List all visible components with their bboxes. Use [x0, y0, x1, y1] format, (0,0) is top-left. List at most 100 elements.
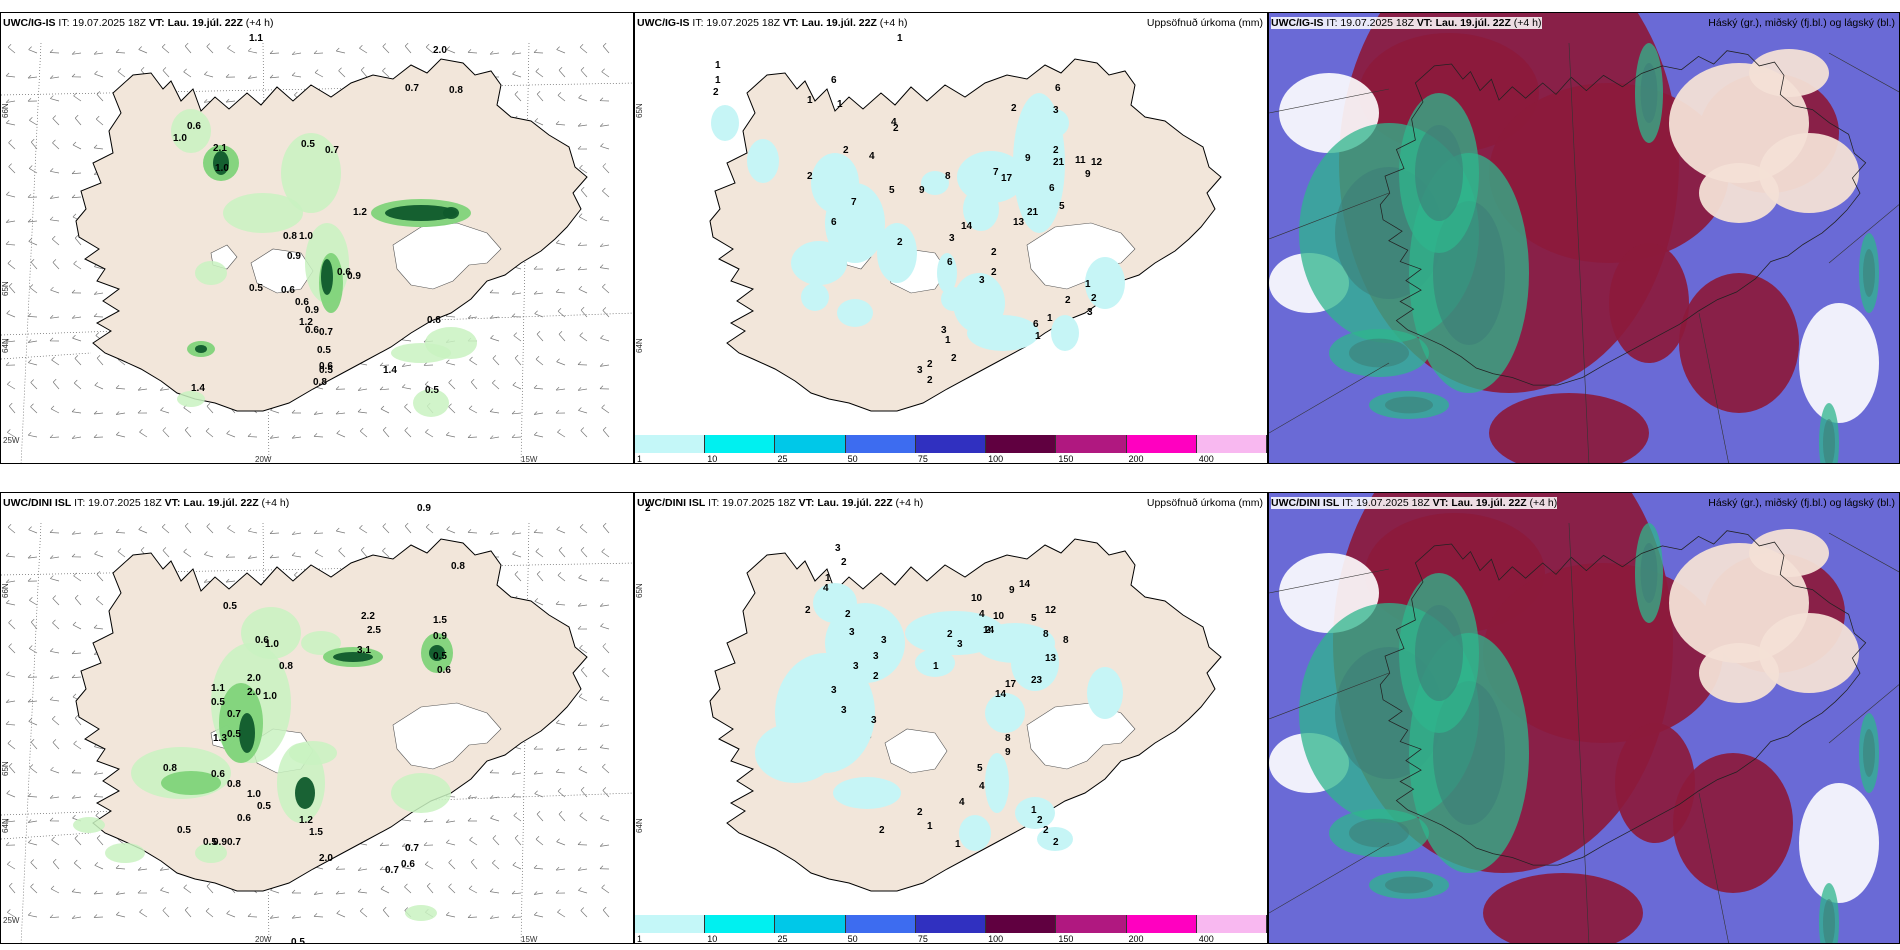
panel-title: Uppsöfnuð úrkoma (mm) [1146, 497, 1263, 509]
model-name: UWC/IG-IS [637, 17, 690, 29]
colorbar-segment [845, 915, 916, 933]
value-label: 3 [917, 365, 923, 376]
value-label: 1.5 [309, 827, 323, 838]
panel-title: Uppsöfnuð úrkoma (mm) [1146, 17, 1263, 29]
valid-time: Lau. 19.júl. 22Z [1451, 497, 1527, 509]
value-label: 1 [1047, 313, 1053, 324]
value-label: 0.6 [337, 267, 351, 278]
colorbar-tick: 50 [847, 454, 858, 464]
value-label: 3 [841, 705, 847, 716]
value-label: 8 [945, 171, 951, 182]
value-label: 0.7 [227, 837, 241, 848]
colorbar-segment [705, 915, 776, 933]
value-label: 1.0 [299, 231, 313, 242]
value-label: 10 [993, 611, 1005, 622]
value-label: 14 [983, 625, 995, 636]
precip-shading [755, 583, 1123, 851]
value-label: 0.5 [249, 283, 263, 294]
value-label: 0.7 [227, 709, 241, 720]
colorbar-tick: 10 [707, 934, 718, 944]
value-label: 8 [1043, 629, 1049, 640]
value-label: 6 [1033, 319, 1039, 330]
model-name: UWC/DINI ISL [637, 497, 706, 509]
value-labels: 1.12.00.7 0.80.61.02.11.00.50.71.20.8 1.00… [173, 33, 463, 396]
value-label: 3 [831, 685, 837, 696]
cloud-layers [1269, 13, 1879, 463]
value-label: 0.7 [405, 83, 419, 94]
value-label: 3 [941, 325, 947, 336]
value-label: 2.2 [361, 611, 375, 622]
value-label: 0.5 [177, 825, 191, 836]
value-label: 13 [1045, 653, 1057, 664]
colorbar-tick: 200 [1128, 934, 1144, 944]
value-label: 0.5 [433, 651, 447, 662]
lead-time: (+4 h) [895, 497, 924, 509]
colorbar-segment [775, 435, 846, 453]
colorbar-segment [1196, 435, 1267, 453]
panel-header: UWC/DINI ISL IT: 19.07.2025 18Z VT: Lau.… [637, 497, 923, 509]
value-label: 4 [959, 797, 965, 808]
colorbar-tick: 10 [707, 454, 718, 464]
value-label: 1.2 [299, 317, 313, 328]
value-label: 1 [715, 60, 721, 71]
value-label: 2 [1043, 825, 1049, 836]
value-label: 0.8 [427, 315, 441, 326]
value-label: 3 [873, 651, 879, 662]
value-label: 13 [1013, 217, 1025, 228]
colorbar-segment [775, 915, 846, 933]
value-label: 1.0 [247, 789, 261, 800]
value-label: 3 [979, 275, 985, 286]
value-label: 11 [1075, 155, 1086, 166]
colorbar-segment [986, 915, 1057, 933]
colorbar-tick: 150 [1058, 454, 1074, 464]
value-label: 2 [991, 247, 997, 258]
value-label: 3 [1053, 105, 1059, 116]
value-label: 4 [979, 781, 985, 792]
panel-header: UWC/IG-IS IT: 19.07.2025 18Z VT: Lau. 19… [1271, 17, 1542, 29]
svg-text:20W: 20W [255, 935, 272, 944]
axis-ticks: 66N 64N 65N 20W 15W 25W [1, 583, 538, 944]
value-label: 2 [873, 671, 879, 682]
value-label: 8 [1063, 635, 1069, 646]
colorbar-segment [1126, 435, 1197, 453]
value-label: 1.5 [433, 615, 447, 626]
value-label: 9 [1009, 585, 1015, 596]
value-label: 2.0 [433, 45, 447, 56]
iceland-land [709, 58, 1222, 412]
value-label: 1 [1035, 331, 1041, 342]
value-label: 0.9 [347, 271, 361, 282]
value-label: 0.6 [319, 361, 333, 372]
value-label: 2 [713, 87, 719, 98]
value-label: 4 [869, 151, 875, 162]
value-label: 0.6 [187, 121, 201, 132]
valid-time: Lau. 19.júl. 22Z [1435, 17, 1511, 29]
value-label: 3 [835, 543, 841, 554]
cloud-layers [1269, 493, 1879, 943]
value-label: 0.9 [417, 503, 431, 514]
svg-text:64N: 64N [635, 818, 644, 833]
value-label: 1 [1031, 805, 1037, 816]
value-label: 0.7 [325, 145, 339, 156]
value-label: 1 [945, 335, 951, 346]
colorbar-tick: 1 [637, 934, 643, 944]
svg-text:65N: 65N [1, 761, 10, 776]
value-label: 9 [1025, 153, 1031, 164]
value-label: 9 [919, 185, 925, 196]
value-label: 6 [831, 217, 837, 228]
value-label: 0.5 [301, 139, 315, 150]
value-label: 12 [1091, 157, 1103, 168]
svg-text:20W: 20W [255, 455, 272, 464]
value-label: 0.5 [317, 345, 331, 356]
panel-bottom-clouds: UWC/DINI ISL IT: 19.07.2025 18Z VT: Lau.… [1268, 492, 1900, 944]
value-label: 0.5 [211, 697, 225, 708]
value-label: 21 [1053, 157, 1065, 168]
value-label: 2.0 [319, 853, 333, 864]
colorbar-tick: 100 [988, 934, 1004, 944]
value-label: 1 [715, 75, 721, 86]
valid-label: VT: [164, 497, 181, 509]
value-label: 1.1 [249, 33, 263, 44]
colorbar-tick: 150 [1058, 934, 1074, 944]
value-label: 1.0 [173, 133, 187, 144]
axis-ticks: 65N 64N [635, 583, 644, 833]
